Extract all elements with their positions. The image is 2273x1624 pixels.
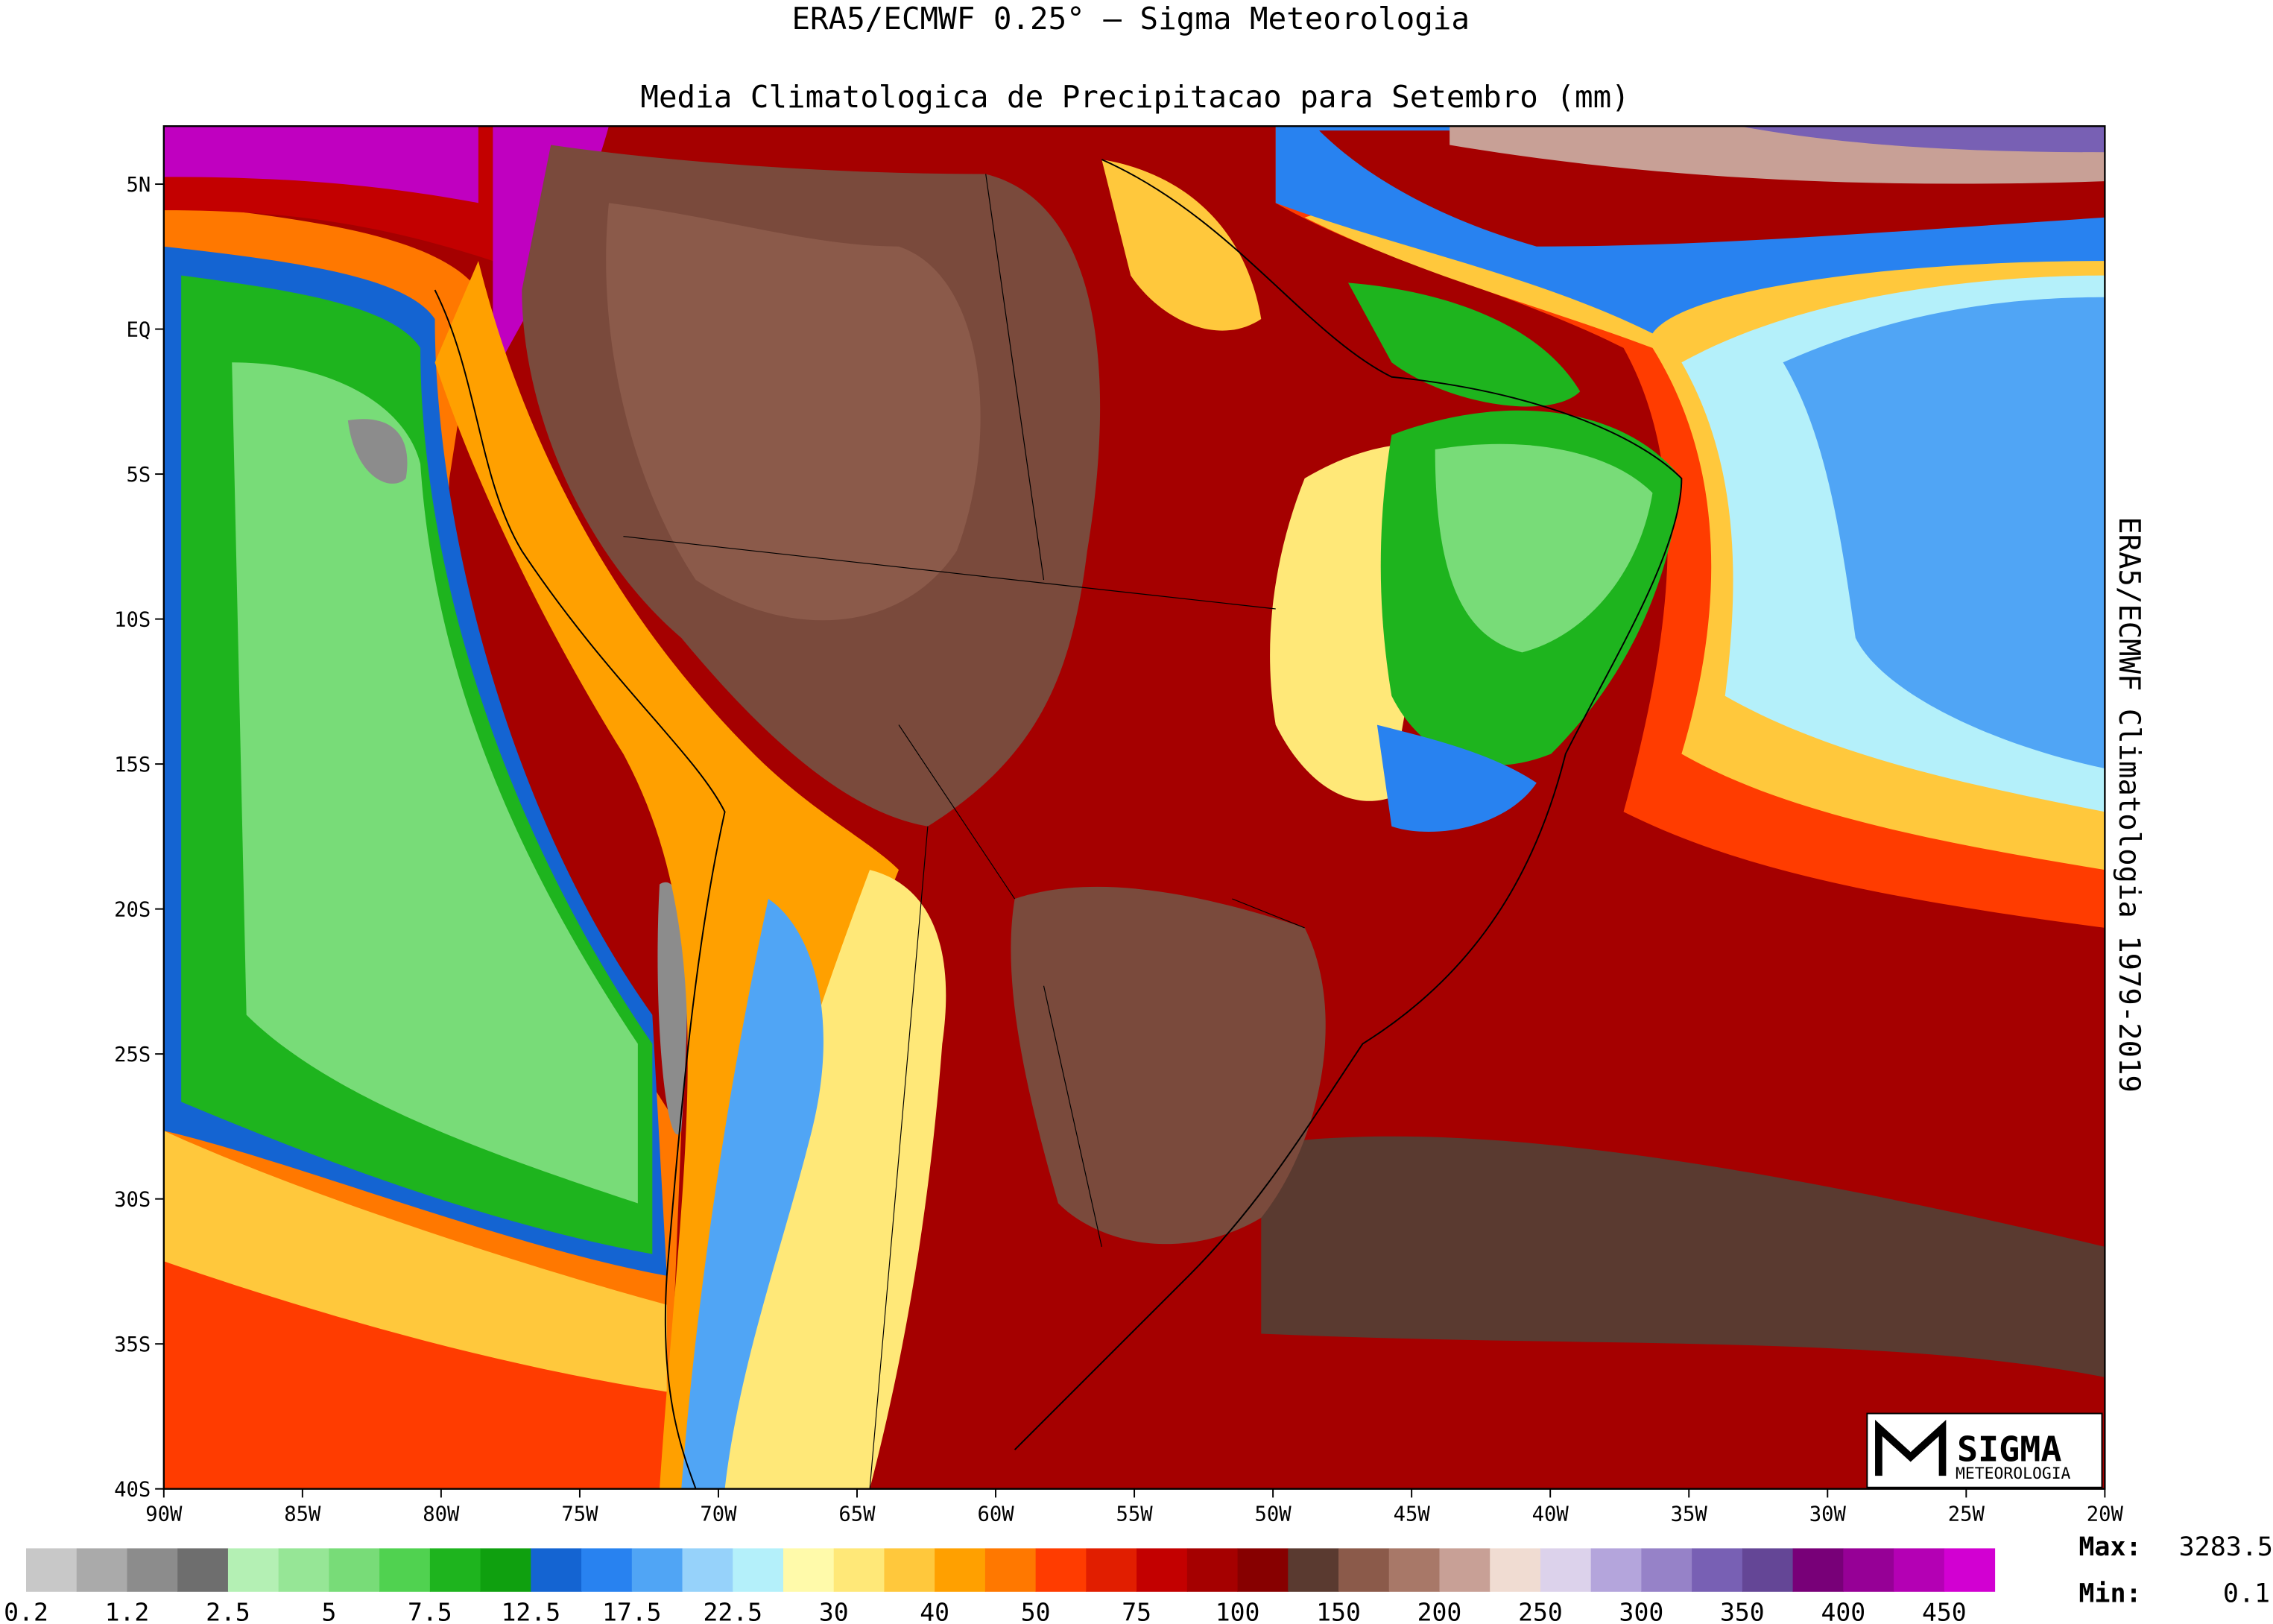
colorbar-label: 0.2 <box>4 1598 48 1624</box>
coastline <box>434 159 1683 1490</box>
colorbar-label: 75 <box>1122 1598 1151 1624</box>
colorbar-label: 250 <box>1518 1598 1563 1624</box>
max-label: Max: <box>2078 1532 2141 1562</box>
colorbar-swatch <box>1944 1548 1996 1592</box>
x-tick-label: 50W <box>1255 1503 1292 1526</box>
colorbar-swatch <box>76 1548 128 1592</box>
colorbar-label: 30 <box>819 1598 849 1624</box>
colorbar-label: 100 <box>1215 1598 1260 1624</box>
colorbar-swatch <box>1035 1548 1087 1592</box>
colorbar-swatch <box>1186 1548 1239 1592</box>
y-tick-label: 5S <box>127 464 151 487</box>
logo-name: SIGMA <box>1957 1430 2062 1470</box>
colorbar-swatch <box>631 1548 683 1592</box>
colorbar-swatch <box>1086 1548 1137 1592</box>
colorbar-swatch <box>379 1548 431 1592</box>
x-tick-label: 60W <box>977 1503 1014 1526</box>
colorbar-label: 400 <box>1821 1598 1865 1624</box>
y-tick-label: 35S <box>114 1333 151 1356</box>
x-tick-label: 65W <box>838 1503 876 1526</box>
colorbar-swatch <box>1792 1548 1844 1592</box>
colorbar-swatch <box>429 1548 481 1592</box>
max-value: 3283.5 <box>2179 1532 2273 1562</box>
y-tick-label: 30S <box>114 1188 151 1211</box>
colorbar-label: 350 <box>1720 1598 1765 1624</box>
colorbar-swatch <box>1237 1548 1289 1592</box>
colorbar-swatch <box>1490 1548 1541 1592</box>
x-tick-label: 80W <box>423 1503 460 1526</box>
colorbar-label: 7.5 <box>408 1598 452 1624</box>
x-tick-label: 25W <box>1948 1503 1985 1526</box>
x-tick-label: 90W <box>145 1503 183 1526</box>
colorbar-swatch <box>1338 1548 1390 1592</box>
colorbar-swatch <box>984 1548 1037 1592</box>
colorbar-swatch <box>1136 1548 1188 1592</box>
colorbar-label: 300 <box>1619 1598 1664 1624</box>
y-tick-label: 5N <box>127 174 151 197</box>
precip-field <box>163 126 2105 1489</box>
colorbar-swatch <box>227 1548 279 1592</box>
colorbar-swatch <box>1590 1548 1642 1592</box>
x-tick-label: 35W <box>1671 1503 1708 1526</box>
logo: SIGMA METEOROLOGIA <box>1866 1412 2103 1488</box>
y-tick-label: 25S <box>114 1043 151 1067</box>
colorbar-label: 12.5 <box>502 1598 561 1624</box>
colorbar-swatch <box>1692 1548 1743 1592</box>
min-value: 0.1 <box>2223 1579 2270 1608</box>
x-tick-label: 45W <box>1394 1503 1431 1526</box>
y-tick-label: 40S <box>114 1478 151 1501</box>
colorbar-swatch <box>1288 1548 1339 1592</box>
colorbar-swatch <box>581 1548 633 1592</box>
subtitle: Media Climatologica de Precipitacao para… <box>640 79 1629 115</box>
y-tick-label: 15S <box>114 753 151 777</box>
x-tick-label: 70W <box>700 1503 737 1526</box>
colorbar-label: 200 <box>1417 1598 1462 1624</box>
y-tick-label: 20S <box>114 898 151 921</box>
colorbar-swatch <box>1843 1548 1894 1592</box>
colorbar-swatch <box>1540 1548 1592 1592</box>
colorbar-swatch <box>884 1548 935 1592</box>
x-tick-label: 75W <box>561 1503 598 1526</box>
title: ERA5/ECMWF 0.25° — Sigma Meteorologia <box>791 1 1469 37</box>
colorbar-swatch <box>177 1548 229 1592</box>
colorbar-swatch <box>1894 1548 1945 1592</box>
side-label: ERA5/ECMWF Climatologia 1979-2019 <box>2112 516 2146 1093</box>
min-label: Min: <box>2078 1579 2141 1608</box>
colorbar-swatch <box>26 1548 78 1592</box>
borders <box>623 174 1305 1489</box>
colorbar-swatch <box>1641 1548 1692 1592</box>
colorbar-label: 5 <box>321 1598 336 1624</box>
colorbar-swatch <box>480 1548 531 1592</box>
colorbar-label: 40 <box>920 1598 949 1624</box>
colorbar-swatch <box>682 1548 733 1592</box>
colorbar-label: 2.5 <box>206 1598 250 1624</box>
colorbar-swatch <box>531 1548 582 1592</box>
x-tick-label: 85W <box>284 1503 321 1526</box>
colorbar-swatch <box>935 1548 986 1592</box>
colorbar-swatch <box>127 1548 178 1592</box>
colorbar-swatch <box>733 1548 784 1592</box>
y-tick-label: 10S <box>114 608 151 631</box>
colorbar-label: 22.5 <box>703 1598 762 1624</box>
colorbar-swatch <box>1439 1548 1490 1592</box>
x-tick-label: 40W <box>1532 1503 1569 1526</box>
x-tick-label: 20W <box>2087 1503 2124 1526</box>
logo-subname: METEOROLOGIA <box>1956 1465 2071 1483</box>
x-tick-label: 55W <box>1116 1503 1153 1526</box>
colorbar-label: 50 <box>1021 1598 1051 1624</box>
y-tick-label: EQ <box>127 318 151 341</box>
colorbar-swatch <box>1742 1548 1794 1592</box>
colorbar-label: 450 <box>1922 1598 1967 1624</box>
colorbar-swatch <box>329 1548 380 1592</box>
colorbar-swatch <box>278 1548 329 1592</box>
colorbar-label: 150 <box>1316 1598 1361 1624</box>
colorbar-label: 17.5 <box>602 1598 662 1624</box>
colorbar-swatch <box>1388 1548 1441 1592</box>
colorbar-label: 1.2 <box>105 1598 150 1624</box>
colorbar-swatch <box>783 1548 835 1592</box>
x-tick-label: 30W <box>1809 1503 1847 1526</box>
colorbar-swatch <box>833 1548 885 1592</box>
